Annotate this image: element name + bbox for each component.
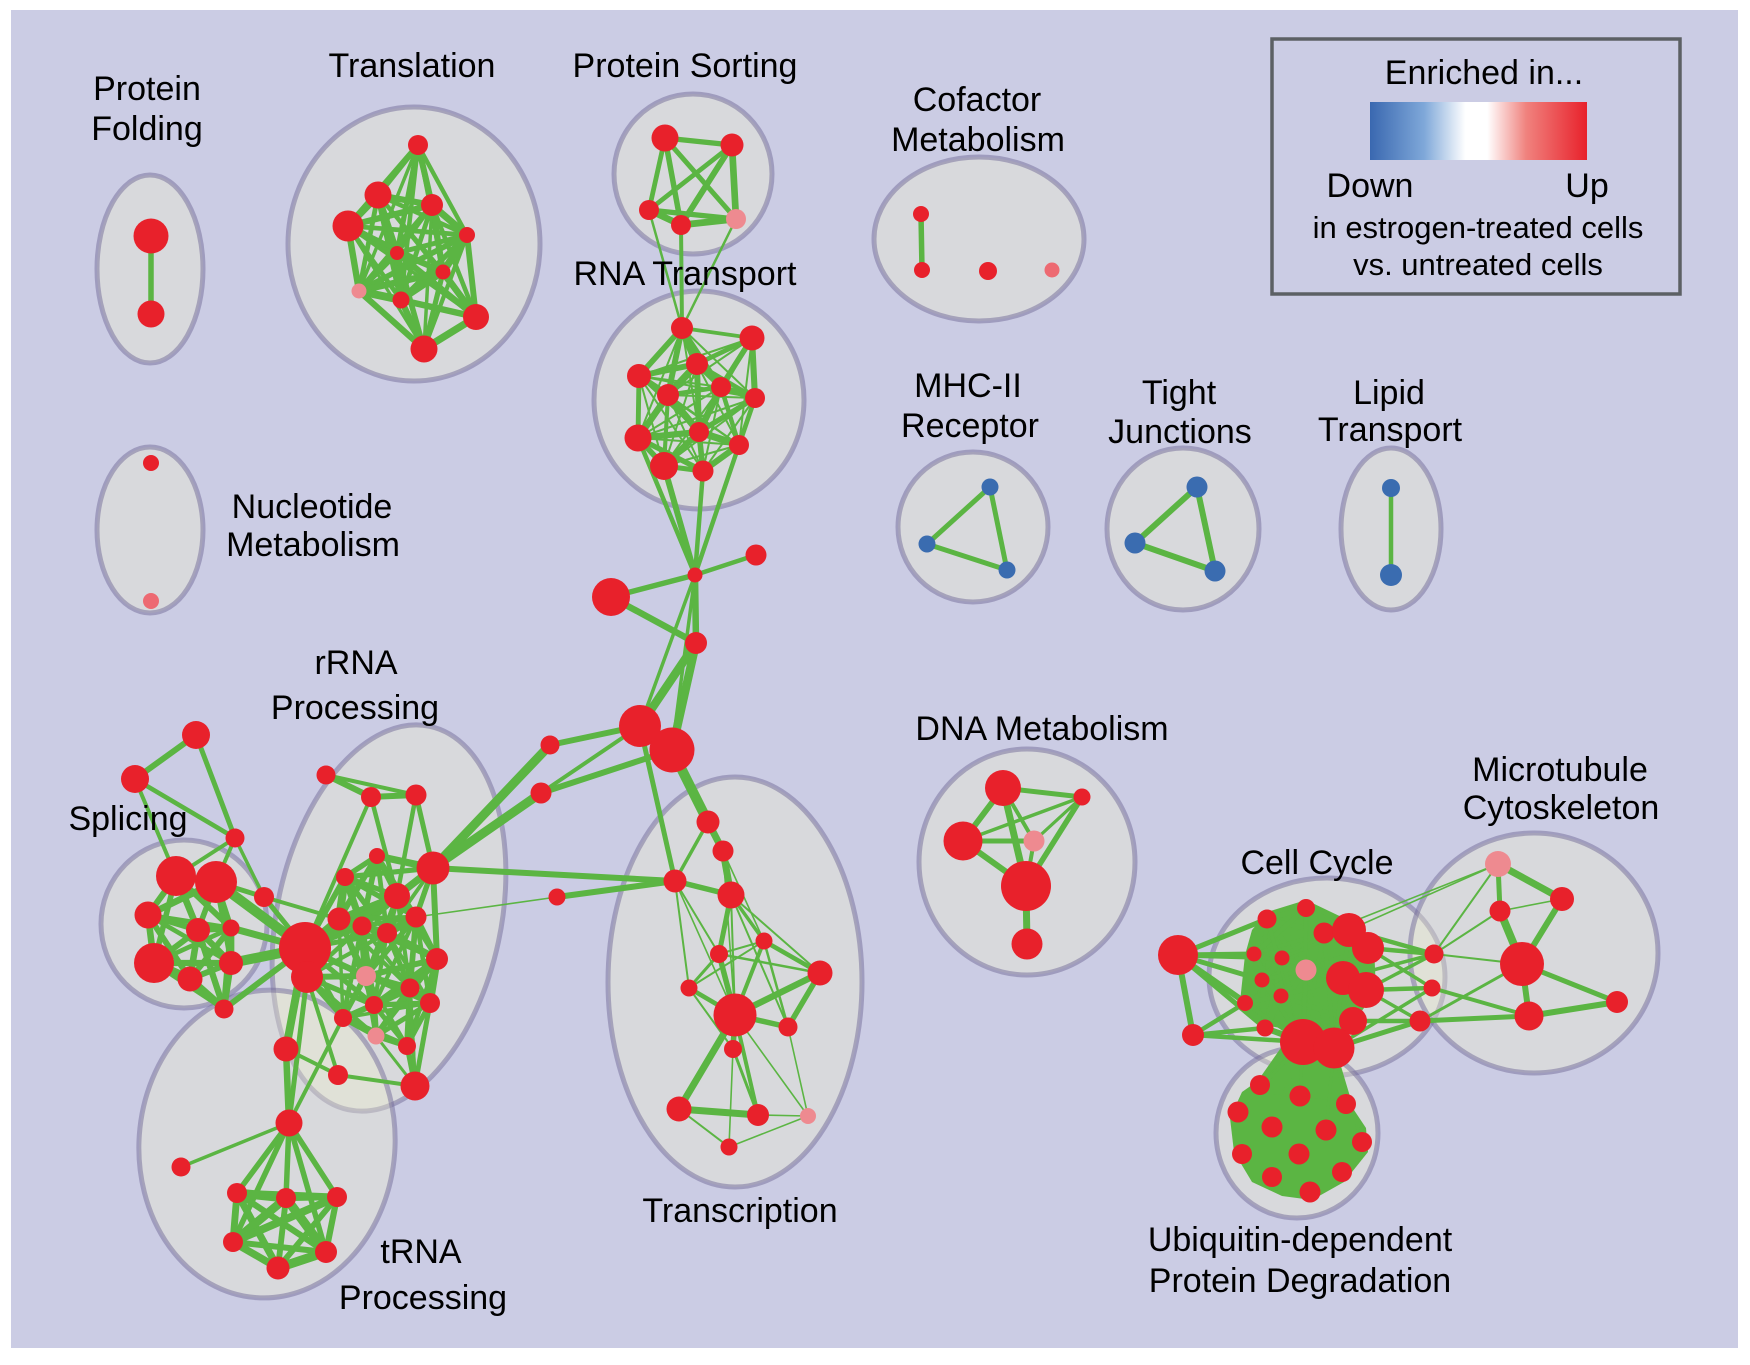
svg-text:Cell Cycle: Cell Cycle xyxy=(1240,844,1393,882)
svg-text:Processing: Processing xyxy=(339,1279,507,1317)
svg-text:MHC-II: MHC-II xyxy=(914,367,1022,405)
svg-text:Junctions: Junctions xyxy=(1108,413,1252,451)
svg-text:Microtubule: Microtubule xyxy=(1472,751,1648,789)
svg-text:RNA Transport: RNA Transport xyxy=(574,255,798,293)
svg-text:Lipid: Lipid xyxy=(1353,374,1425,412)
svg-text:Tight: Tight xyxy=(1142,374,1217,412)
svg-text:in estrogen-treated cells: in estrogen-treated cells xyxy=(1313,210,1644,245)
svg-text:Transcription: Transcription xyxy=(642,1192,837,1230)
svg-text:Protein Sorting: Protein Sorting xyxy=(573,47,798,85)
svg-text:Transport: Transport xyxy=(1318,411,1463,449)
svg-text:Splicing: Splicing xyxy=(68,800,187,838)
svg-text:rRNA: rRNA xyxy=(314,644,397,682)
svg-text:Nucleotide: Nucleotide xyxy=(232,488,393,526)
svg-text:DNA Metabolism: DNA Metabolism xyxy=(915,710,1168,748)
svg-text:vs. untreated cells: vs. untreated cells xyxy=(1353,247,1603,282)
svg-text:Cytoskeleton: Cytoskeleton xyxy=(1463,789,1660,827)
svg-text:Folding: Folding xyxy=(91,110,203,148)
svg-text:Receptor: Receptor xyxy=(901,407,1039,445)
svg-text:Processing: Processing xyxy=(271,689,439,727)
svg-text:Protein: Protein xyxy=(93,70,201,108)
svg-text:Cofactor: Cofactor xyxy=(913,81,1042,119)
svg-text:Translation: Translation xyxy=(329,47,496,85)
svg-text:Protein Degradation: Protein Degradation xyxy=(1149,1262,1451,1300)
svg-text:Down: Down xyxy=(1327,167,1414,205)
svg-text:Metabolism: Metabolism xyxy=(891,121,1065,159)
svg-text:Metabolism: Metabolism xyxy=(226,526,400,564)
svg-text:Up: Up xyxy=(1565,167,1608,205)
svg-text:Enriched in...: Enriched in... xyxy=(1385,54,1583,92)
svg-text:tRNA: tRNA xyxy=(380,1233,462,1271)
svg-text:Ubiquitin-dependent: Ubiquitin-dependent xyxy=(1148,1221,1453,1259)
